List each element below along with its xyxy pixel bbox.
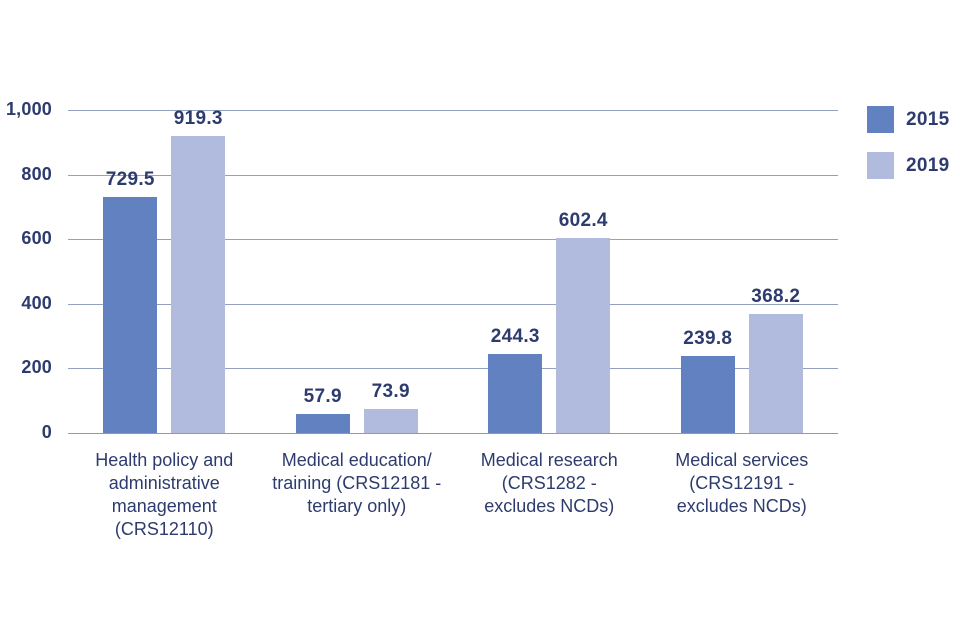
bar-value-label-2019-group-3: 602.4 [558, 210, 608, 232]
bar-2015-group-1 [103, 197, 158, 433]
legend-swatch-2015 [867, 106, 894, 133]
legend-label-2019: 2019 [906, 154, 950, 176]
bar-2015-group-2 [295, 414, 350, 433]
gridline [68, 239, 838, 241]
bar-2019-group-4 [748, 314, 803, 433]
bar-2019-group-2 [363, 409, 418, 433]
gridline [68, 368, 838, 370]
legend-item-2019: 2019 [867, 152, 949, 179]
bar-value-label-2019-group-2: 73.9 [371, 381, 410, 403]
bar-2019-group-1 [171, 136, 226, 433]
legend-label-2015: 2015 [906, 108, 950, 130]
bar-value-label-2019-group-1: 919.3 [173, 108, 223, 130]
legend: 2015 2019 [867, 106, 949, 198]
y-axis-tick-label: 1,000 [5, 99, 52, 119]
gridline [68, 110, 838, 111]
y-axis-tick-label: 400 [21, 292, 52, 313]
bar-2015-group-3 [488, 354, 543, 433]
x-axis-category-label-2: Medical education/ training (CRS12181 - … [272, 450, 442, 517]
legend-swatch-2019 [867, 152, 894, 179]
y-axis-tick-label: 800 [21, 163, 52, 184]
bar-value-label-2015-group-4: 239.8 [683, 327, 733, 349]
x-axis-category-label-1: Health policy and administrative managem… [95, 450, 234, 540]
y-axis-tick-label: 200 [21, 357, 52, 378]
y-axis-tick-label: 600 [21, 228, 52, 249]
bar-value-label-2015-group-2: 57.9 [303, 386, 342, 408]
gridline [68, 303, 838, 305]
bar-value-label-2015-group-1: 729.5 [105, 169, 155, 191]
y-axis-tick-label: 0 [41, 422, 52, 442]
x-axis-line [68, 433, 838, 434]
bar-2015-group-4 [680, 355, 735, 433]
x-axis-category-label-4: Medical services (CRS12191 - excludes NC… [675, 450, 809, 517]
legend-item-2015: 2015 [867, 106, 949, 133]
bar-value-label-2019-group-4: 368.2 [751, 286, 801, 308]
bar-value-label-2015-group-3: 244.3 [490, 326, 540, 348]
bar-2019-group-3 [556, 238, 611, 433]
gridline [68, 174, 838, 176]
x-axis-category-label-3: Medical research (CRS1282 - excludes NCD… [480, 450, 618, 517]
